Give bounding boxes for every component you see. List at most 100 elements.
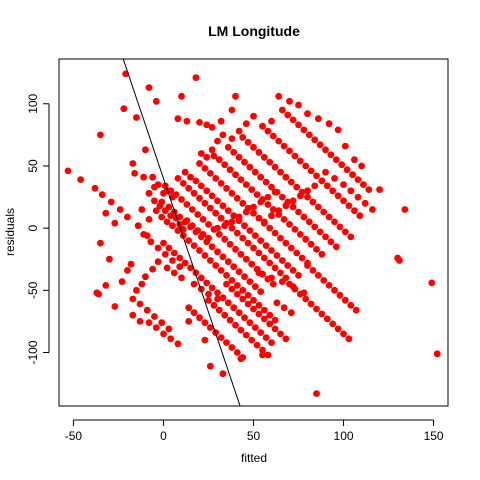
data-point: [334, 126, 342, 134]
data-point: [313, 172, 320, 180]
data-point: [201, 319, 209, 327]
data-point: [376, 186, 383, 194]
data-point: [251, 283, 259, 290]
data-point: [217, 267, 225, 274]
data-point: [226, 240, 234, 248]
x-tick-label: 50: [247, 429, 261, 443]
data-point: [284, 111, 292, 119]
data-point: [260, 153, 268, 161]
data-point: [196, 194, 203, 202]
data-point: [178, 92, 185, 100]
data-point: [296, 157, 304, 165]
data-point: [179, 232, 187, 240]
data-point: [165, 244, 173, 252]
data-point: [111, 303, 119, 310]
data-point: [124, 267, 131, 274]
data-point: [223, 339, 230, 346]
data-point: [201, 336, 209, 344]
data-point: [314, 203, 322, 211]
data-point: [215, 306, 223, 314]
data-point: [251, 232, 259, 240]
data-point: [282, 202, 290, 210]
data-point: [289, 116, 297, 124]
data-point: [313, 390, 320, 397]
data-point: [183, 217, 191, 225]
data-point: [260, 306, 268, 314]
data-point: [142, 273, 149, 281]
data-point: [287, 244, 295, 252]
data-point: [307, 300, 315, 308]
data-point: [235, 309, 243, 317]
data-point: [190, 280, 198, 288]
data-point: [224, 143, 232, 151]
data-point: [167, 187, 175, 195]
data-point: [302, 235, 310, 243]
data-point: [244, 138, 252, 146]
data-point: [318, 310, 326, 318]
data-point: [151, 313, 158, 320]
data-point: [181, 259, 189, 267]
data-point: [268, 274, 275, 282]
data-point: [293, 183, 301, 191]
data-point: [228, 135, 236, 143]
data-point: [296, 192, 304, 200]
data-point: [228, 344, 236, 351]
data-point: [293, 249, 301, 257]
data-point: [133, 286, 140, 294]
data-point: [268, 212, 275, 220]
data-point: [264, 201, 272, 208]
data-point: [298, 254, 306, 262]
data-point: [95, 290, 102, 298]
data-point: [345, 202, 353, 210]
data-point: [230, 263, 238, 271]
data-point: [138, 206, 146, 213]
data-point: [396, 257, 403, 264]
data-point: [203, 121, 211, 129]
data-point: [349, 171, 356, 179]
data-point: [154, 181, 162, 189]
data-point: [181, 168, 189, 176]
data-point: [174, 175, 182, 182]
data-point: [269, 206, 277, 213]
data-point: [97, 239, 104, 247]
data-point: [190, 309, 198, 317]
data-point: [286, 221, 293, 228]
data-point: [221, 222, 229, 230]
data-point: [334, 192, 342, 200]
data-point: [332, 243, 340, 251]
data-point: [197, 285, 205, 293]
data-point: [334, 325, 342, 333]
data-point: [223, 184, 230, 192]
data-point: [174, 227, 182, 235]
data-point: [282, 173, 290, 181]
data-point: [329, 187, 337, 195]
data-point: [205, 296, 212, 304]
data-point: [311, 223, 319, 231]
data-point: [264, 193, 272, 201]
data-point: [241, 158, 248, 166]
data-point: [305, 131, 313, 139]
reference-line: [122, 59, 241, 406]
data-point: [239, 286, 247, 294]
data-point: [300, 213, 308, 221]
data-point: [322, 168, 329, 176]
data-point: [331, 218, 338, 226]
data-point: [235, 268, 243, 276]
data-point: [275, 92, 283, 100]
data-point: [361, 199, 369, 207]
data-point: [295, 272, 302, 279]
data-point: [327, 151, 335, 159]
data-point: [201, 165, 209, 172]
data-point: [365, 186, 373, 194]
plot-frame: [58, 58, 449, 407]
data-point: [246, 163, 254, 171]
chart-title: LM Longitude: [208, 23, 300, 39]
data-point: [248, 186, 256, 194]
data-point: [188, 222, 196, 230]
data-point: [232, 245, 239, 253]
data-point: [338, 161, 346, 169]
x-tick-label: 150: [424, 429, 444, 443]
data-point: [208, 192, 216, 200]
data-point: [278, 257, 286, 264]
data-point: [161, 207, 169, 215]
